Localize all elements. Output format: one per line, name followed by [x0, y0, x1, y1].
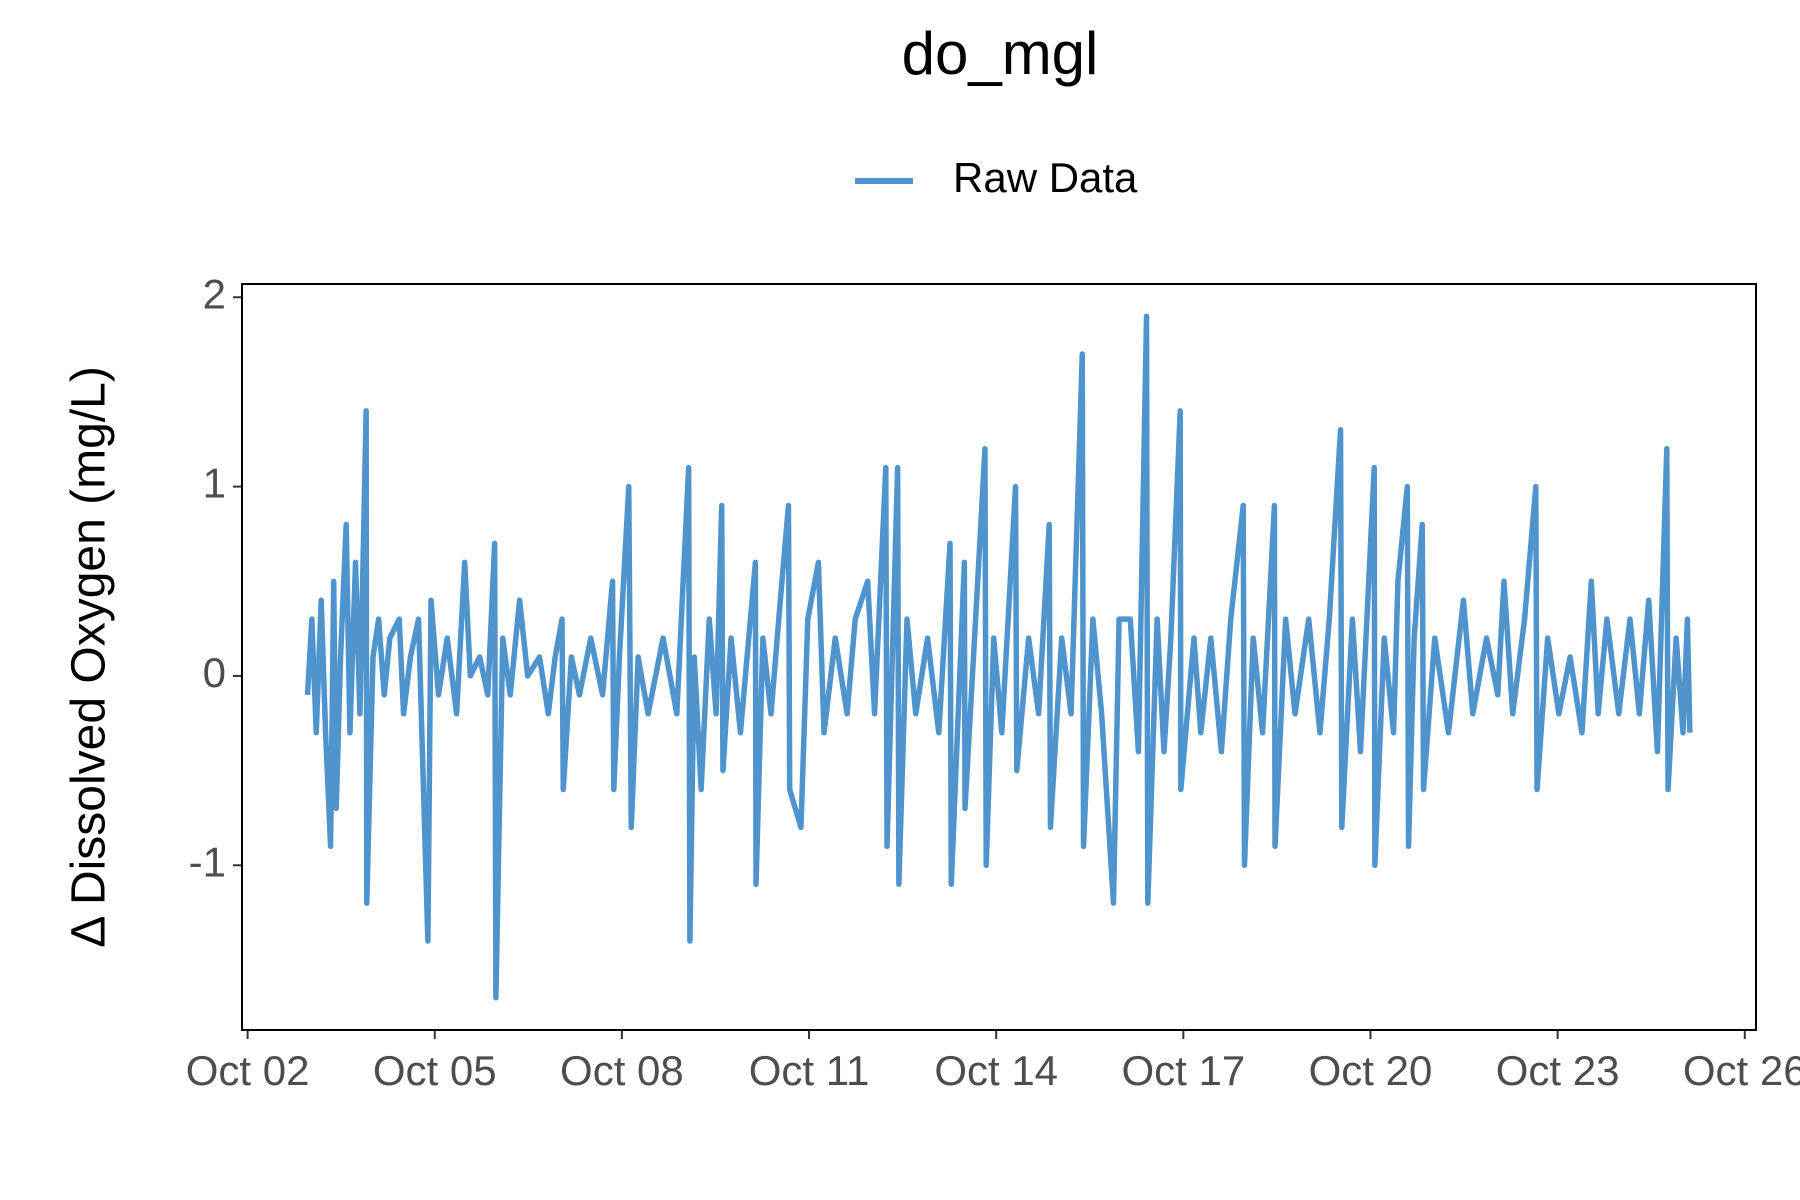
y-tick-label: 0	[203, 649, 226, 696]
y-tick-label: 1	[203, 460, 226, 507]
y-tick-label: -1	[189, 838, 226, 885]
x-tick-label: Oct 05	[373, 1047, 497, 1094]
x-tick-label: Oct 02	[186, 1047, 310, 1094]
legend-label: Raw Data	[953, 154, 1138, 201]
x-tick-label: Oct 11	[749, 1047, 870, 1094]
x-tick-label: Oct 26	[1683, 1047, 1800, 1094]
plot-border	[241, 283, 1757, 1031]
data-line	[304, 313, 1693, 1001]
y-tick-label: 2	[203, 270, 226, 317]
y-axis-title: Δ Dissolved Oxygen (mg/L)	[63, 366, 116, 948]
x-tick-label: Oct 08	[560, 1047, 684, 1094]
x-tick-label: Oct 23	[1496, 1047, 1620, 1094]
x-tick-label: Oct 14	[934, 1047, 1058, 1094]
x-tick-label: Oct 17	[1121, 1047, 1245, 1094]
chart-title: do_mgl	[902, 20, 1099, 87]
x-tick-label: Oct 20	[1309, 1047, 1433, 1094]
